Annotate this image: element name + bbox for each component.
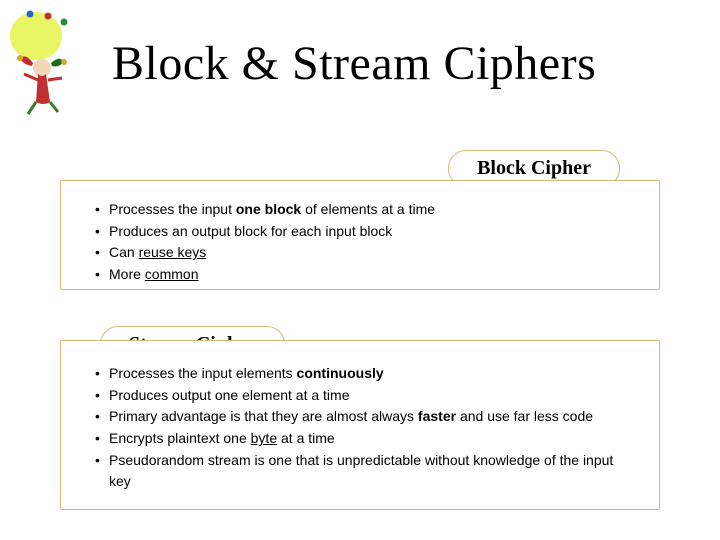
bullet-text: Can bbox=[109, 244, 139, 260]
jester-icon bbox=[8, 8, 88, 118]
bullet-bold: continuously bbox=[297, 365, 384, 381]
bullet-text: Primary advantage is that they are almos… bbox=[109, 408, 418, 424]
bullet-underline: reuse keys bbox=[139, 244, 207, 260]
stream-item: Pseudorandom stream is one that is unpre… bbox=[95, 450, 637, 493]
bullet-text: Pseudorandom stream is one that is unpre… bbox=[109, 452, 613, 490]
stream-cipher-panel: Processes the input elements continuousl… bbox=[60, 340, 660, 510]
bullet-text: and use far less code bbox=[456, 408, 593, 424]
bullet-text: More bbox=[109, 266, 145, 282]
block-item: Processes the input one block of element… bbox=[95, 199, 637, 221]
bullet-underline: common bbox=[145, 266, 199, 282]
bullet-bold: faster bbox=[418, 408, 456, 424]
page-title: Block & Stream Ciphers bbox=[112, 36, 596, 91]
bullet-bold: one block bbox=[236, 201, 301, 217]
bullet-text: Processes the input elements bbox=[109, 365, 297, 381]
stream-item: Primary advantage is that they are almos… bbox=[95, 406, 637, 428]
block-item: Can reuse keys bbox=[95, 242, 637, 264]
stream-item: Processes the input elements continuousl… bbox=[95, 363, 637, 385]
bullet-text: Processes the input bbox=[109, 201, 236, 217]
stream-item: Encrypts plaintext one byte at a time bbox=[95, 428, 637, 450]
block-item: Produces an output block for each input … bbox=[95, 221, 637, 243]
stream-cipher-list: Processes the input elements continuousl… bbox=[61, 341, 659, 505]
block-item: More common bbox=[95, 264, 637, 286]
bullet-text: Encrypts plaintext one bbox=[109, 430, 251, 446]
bullet-text: of elements at a time bbox=[301, 201, 435, 217]
bullet-text: Produces output one element at a time bbox=[109, 387, 349, 403]
block-cipher-panel: Processes the input one block of element… bbox=[60, 180, 660, 290]
bullet-underline: byte bbox=[251, 430, 277, 446]
block-cipher-list: Processes the input one block of element… bbox=[61, 181, 659, 298]
bullet-text: at a time bbox=[277, 430, 335, 446]
bullet-text: Produces an output block for each input … bbox=[109, 223, 392, 239]
stream-item: Produces output one element at a time bbox=[95, 385, 637, 407]
